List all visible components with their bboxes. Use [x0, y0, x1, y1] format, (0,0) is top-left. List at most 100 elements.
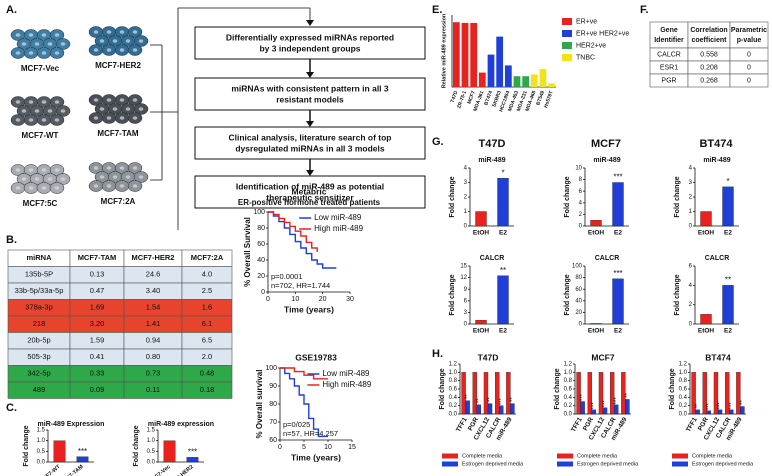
table-cell: [687, 21, 731, 49]
table-cell-text: 0.33: [90, 369, 105, 378]
table-cell: [729, 21, 769, 49]
x-tick-label: T47D: [450, 90, 460, 104]
chart-title: CALCR: [705, 255, 730, 262]
bar: [722, 186, 734, 227]
y-tick-label: 0.2: [449, 403, 458, 409]
panel-label: H.: [432, 348, 443, 360]
bar: [496, 36, 504, 87]
step-text: Clinical analysis, literature search of …: [229, 132, 392, 142]
nucleus: [54, 186, 60, 190]
nucleus: [54, 100, 60, 104]
step-text: dysregulated miRNAs in all 3 models: [235, 143, 385, 153]
table-cell: [181, 381, 233, 399]
x-tick-label: E2: [499, 230, 507, 237]
y-tick-label: 40: [575, 298, 582, 304]
nucleus: [99, 107, 105, 111]
y-tick-label: 100: [572, 264, 583, 270]
bar: [729, 409, 734, 415]
x-tick-label: EtOH: [698, 328, 715, 335]
x-tick-label: ZR-75-1: [456, 90, 468, 109]
legend-label: ER+ve HER2+ve: [576, 30, 629, 37]
significance: ***: [499, 398, 505, 406]
legend-label: Estrogen deprived media: [462, 461, 524, 467]
x-tick-label: E2: [724, 230, 732, 237]
bar: [700, 211, 712, 227]
table-cell-text: 0.208: [700, 64, 718, 71]
table-cell-text: ESR1: [660, 64, 678, 71]
y-tick-label: 1.5: [147, 428, 156, 434]
nucleus: [119, 98, 125, 102]
table-header: p-value: [737, 37, 762, 44]
cell-cluster: [88, 94, 149, 124]
nucleus: [47, 109, 53, 113]
y-tick-label: 0: [689, 322, 693, 328]
nucleus: [112, 107, 118, 111]
step-box: [194, 175, 426, 209]
y-tick-label: 0.0: [449, 412, 458, 418]
bar: [478, 72, 486, 87]
table-cell-text: 1.59: [90, 336, 105, 345]
bar: [625, 399, 630, 415]
arrowhead: [306, 121, 314, 127]
legend-swatch: [557, 461, 573, 467]
y-tick-label: 0.5: [147, 449, 156, 455]
bar: [614, 404, 619, 415]
nucleus: [106, 48, 112, 52]
bar: [504, 65, 512, 87]
legend-swatch: [562, 54, 572, 61]
y-tick-label: 0: [579, 322, 583, 328]
y-tick-label: 0.8: [564, 378, 573, 384]
nucleus: [60, 177, 66, 181]
legend-swatch: [442, 461, 458, 467]
x-axis-label: Time (years): [291, 452, 341, 462]
significance: *: [501, 168, 504, 177]
y-tick-label: 3: [464, 310, 468, 316]
bar: [602, 407, 608, 415]
nucleus: [132, 48, 138, 52]
bar: [702, 372, 707, 415]
table-header: Correlation: [690, 27, 727, 34]
table-header: Parametric: [731, 27, 767, 34]
y-tick-label: 0.0: [147, 460, 156, 466]
step-text: by 3 independent groups: [259, 43, 360, 53]
x-tick-label: E2: [499, 328, 507, 335]
table-cell-text: 2.0: [202, 352, 212, 361]
table-cell-text: 0.18: [200, 385, 215, 394]
table-cell-text: 0.09: [90, 385, 105, 394]
y-axis-label: % Overall Survival: [243, 217, 252, 287]
y-tick-label: 6: [689, 264, 693, 270]
nucleus: [132, 116, 138, 120]
y-tick-label: 1.2: [564, 362, 573, 368]
table-cell-text: 3.40: [146, 286, 161, 295]
nucleus: [15, 100, 21, 104]
y-axis-label: Relative miR-489 expression: [441, 13, 447, 88]
significance: ***: [78, 447, 87, 456]
y-tick-label: 1.2: [449, 362, 458, 368]
nucleus: [106, 166, 112, 170]
nucleus: [138, 39, 144, 43]
y-tick-label: 12: [460, 275, 467, 281]
table-cell-text: 2.5: [202, 286, 212, 295]
nucleus: [106, 116, 112, 120]
column-title: MCF7: [591, 138, 621, 150]
x-tick-label: 5: [302, 444, 306, 451]
y-tick-label: 0.8: [679, 378, 688, 384]
annotation: p=0/025: [283, 420, 310, 429]
legend-label: Low miR-489: [314, 213, 362, 222]
bar: [522, 76, 530, 87]
nucleus: [60, 42, 66, 46]
nucleus: [34, 177, 40, 181]
annotation: p=0.0001: [271, 272, 303, 281]
cell-line-label: MCF7:5C: [23, 199, 58, 208]
nucleus: [132, 30, 138, 34]
legend-swatch: [442, 453, 458, 459]
chart-title: T47D: [478, 352, 499, 362]
y-axis-label: Fold change: [133, 425, 140, 466]
nucleus: [28, 100, 34, 104]
nucleus: [93, 116, 99, 120]
nucleus: [34, 42, 40, 46]
nucleus: [106, 98, 112, 102]
y-tick-label: 2: [579, 212, 583, 218]
significance: **: [740, 400, 746, 405]
y-tick-label: 60: [257, 241, 265, 248]
